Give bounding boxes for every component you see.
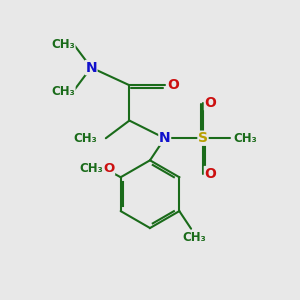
Text: CH₃: CH₃	[51, 38, 75, 50]
Text: CH₃: CH₃	[182, 230, 206, 244]
Text: N: N	[85, 61, 97, 75]
Text: CH₃: CH₃	[234, 132, 258, 145]
Text: N: N	[159, 131, 170, 145]
Text: CH₃: CH₃	[80, 162, 103, 175]
Text: CH₃: CH₃	[51, 85, 75, 98]
Text: CH₃: CH₃	[73, 132, 97, 145]
Text: O: O	[204, 167, 216, 181]
Text: O: O	[204, 96, 216, 110]
Text: O: O	[167, 78, 179, 92]
Text: S: S	[198, 131, 208, 145]
Text: O: O	[103, 162, 115, 175]
